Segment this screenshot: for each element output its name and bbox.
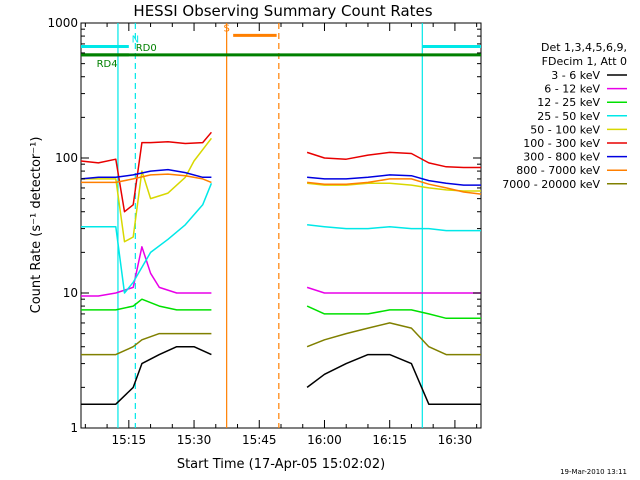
x-tick-label: 15:15 <box>112 433 147 447</box>
x-tick-label: 15:45 <box>242 433 277 447</box>
legend-entry-label: 50 - 100 keV <box>530 123 600 136</box>
legend-header-line-2: FDecim 1, Att 0 <box>542 55 627 68</box>
series-line <box>306 353 481 405</box>
series-line <box>81 332 212 356</box>
legend-entry-label: 7000 - 20000 keV <box>502 178 600 191</box>
y-tick-label: 1 <box>70 421 78 435</box>
series-line <box>81 183 213 294</box>
legend-entry-label: 3 - 6 keV <box>551 69 600 82</box>
series-line <box>81 298 212 311</box>
legend-header-line-1: Det 1,3,4,5,6,9, <box>541 41 627 54</box>
legend-entry-label: 100 - 300 keV <box>523 137 600 150</box>
axis-ticks: 15:15 15:30 15:45 16:00 16:15 16:30 1 10 100 1000 <box>47 16 481 447</box>
y-tick-label: 10 <box>63 286 78 300</box>
x-tick-label: 16:00 <box>307 433 342 447</box>
series-line <box>81 345 212 405</box>
legend-entry-label: 12 - 25 keV <box>537 96 600 109</box>
y-tick-label: 1000 <box>47 16 78 30</box>
series-line <box>307 174 481 186</box>
legend-entry-label: 800 - 7000 keV <box>516 164 600 177</box>
series-line <box>306 322 481 356</box>
x-tick-label: 15:30 <box>177 433 212 447</box>
y-tick-label: 100 <box>55 151 78 165</box>
chart-title: HESSI Observing Summary Count Rates <box>133 2 432 20</box>
legend-entry-label: 6 - 12 keV <box>544 83 600 96</box>
series-line <box>81 137 212 243</box>
x-tick-label: 16:15 <box>372 433 407 447</box>
series-line <box>307 224 481 232</box>
flag-label: N <box>132 34 139 45</box>
series-line <box>306 151 481 169</box>
legend-entry-label: 25 - 50 keV <box>537 110 600 123</box>
flag-label: S <box>223 23 229 34</box>
series-line <box>306 305 481 320</box>
y-axis-label: Count Rate (s⁻¹ detector⁻¹) <box>29 137 44 314</box>
series-line <box>80 131 212 213</box>
series-line <box>80 168 212 180</box>
legend: Det 1,3,4,5,6,9, FDecim 1, Att 0 3 - 6 k… <box>502 41 627 191</box>
x-axis-label: Start Time (17-Apr-05 15:02:02) <box>177 457 385 472</box>
series-line <box>306 286 481 294</box>
flag-label: RD4 <box>97 59 118 70</box>
vertical-markers <box>117 23 423 428</box>
series-line <box>81 246 212 297</box>
x-tick-label: 16:30 <box>438 433 473 447</box>
footer-date: 19-Mar-2010 13:11 <box>560 468 627 476</box>
series-lines <box>80 131 482 405</box>
series-line <box>307 178 482 195</box>
legend-entry-label: 300 - 800 keV <box>523 151 600 164</box>
series-line <box>81 173 212 184</box>
flag-label: RD0 <box>136 43 157 54</box>
